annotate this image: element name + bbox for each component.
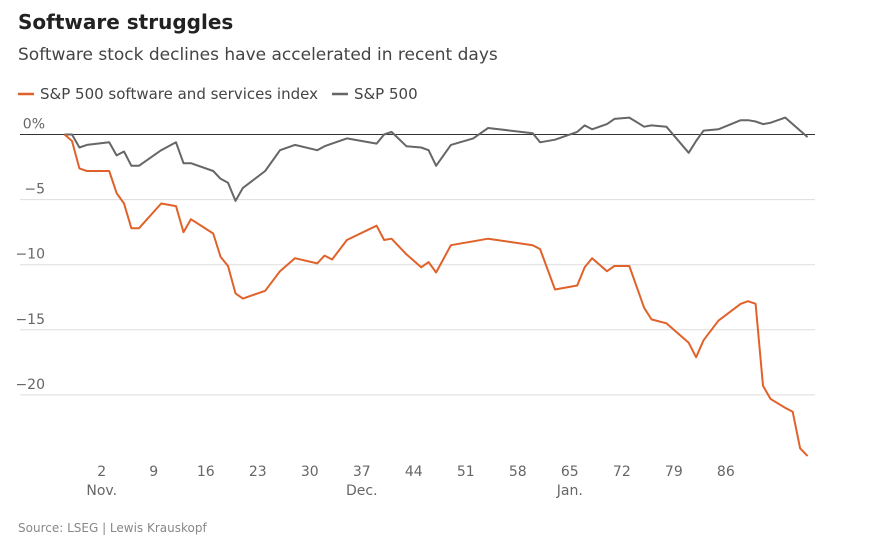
chart-subtitle: Software stock declines have accelerated… bbox=[18, 45, 498, 65]
x-tick-label: 65 bbox=[561, 464, 579, 480]
line-series bbox=[64, 116, 809, 202]
x-tick-label: 23 bbox=[249, 464, 267, 480]
x-tick-label: 72 bbox=[613, 464, 631, 480]
y-tick-label: −10 bbox=[15, 247, 45, 263]
source: Source: LSEG | Lewis Krauskopf bbox=[18, 521, 207, 535]
month-label: Dec. bbox=[346, 483, 378, 499]
x-tick-label: 86 bbox=[717, 464, 735, 480]
x-tick-label: 44 bbox=[405, 464, 423, 480]
month-label: Nov. bbox=[86, 483, 117, 499]
x-tick-label: 58 bbox=[509, 464, 527, 480]
x-tick-label: 37 bbox=[353, 464, 371, 480]
legend-label: S&P 500 bbox=[354, 85, 418, 103]
month-label: Jan. bbox=[556, 483, 583, 499]
y-tick-label: −20 bbox=[15, 377, 45, 393]
x-tick-label: 16 bbox=[197, 464, 215, 480]
legend-label: S&P 500 software and services index bbox=[40, 85, 318, 103]
x-tick-label: 9 bbox=[149, 464, 158, 480]
y-tick-label: 0% bbox=[23, 117, 45, 133]
x-tick-label: 51 bbox=[457, 464, 475, 480]
line-series bbox=[63, 133, 809, 457]
x-tick-label: 2 bbox=[97, 464, 106, 480]
y-tick-label: −5 bbox=[24, 182, 45, 198]
x-tick-label: 79 bbox=[665, 464, 683, 480]
chart-title: Software struggles bbox=[18, 10, 233, 34]
x-tick-label: 30 bbox=[301, 464, 319, 480]
y-tick-label: −15 bbox=[15, 312, 45, 328]
